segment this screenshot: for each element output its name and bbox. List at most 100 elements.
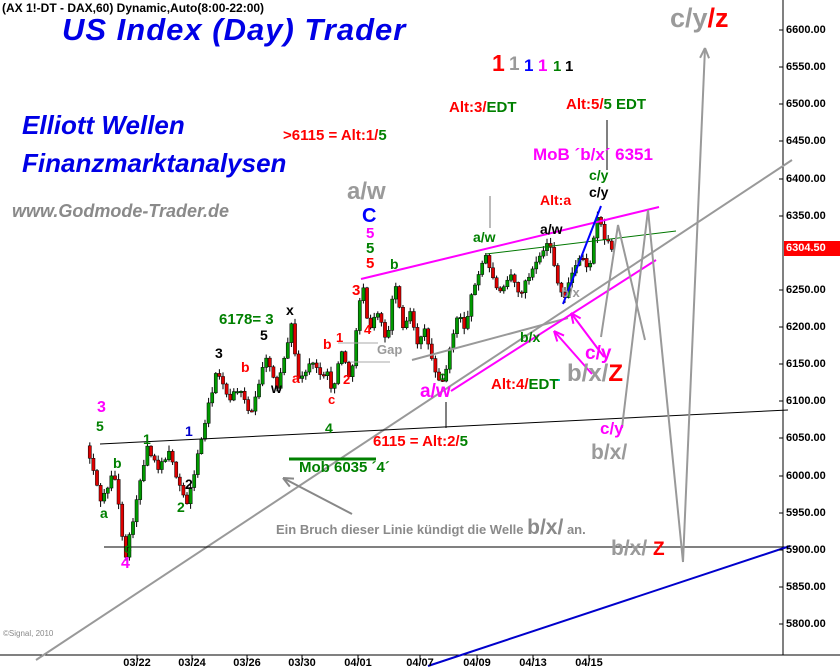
candlestick [462,317,467,329]
arrow-head [553,330,559,342]
candlestick [120,503,125,537]
candlestick [87,445,92,459]
alt5-edt-text: 5 EDT [603,96,647,113]
candlestick [354,330,359,367]
wave-5-green-left-text: 5 [96,418,104,434]
candlestick [372,316,377,329]
candlestick [293,323,297,355]
candlestick [246,399,251,411]
candlestick [347,362,351,377]
candlestick [530,268,535,278]
wave-b-red-1: b [241,360,250,374]
price-tick-label: 6050.00 [786,432,826,444]
wave-1-red-sm: 1 [336,331,343,344]
level-6178-text: 6178= 3 [219,311,274,328]
candlestick [231,391,236,401]
candlestick [404,320,409,328]
wave-1-magenta-text: 1 [538,56,548,75]
price-tick-label: 6150.00 [786,358,826,370]
wave-5-magenta-text: 5 [366,225,375,242]
candlestick [548,243,553,248]
watermark-elliott-line2: Finanzmarktanalysen [22,148,287,178]
candlestick [145,445,150,466]
candlestick [188,487,193,505]
cy-black-text: c/y [589,184,609,200]
price-tick-label: 6400.00 [786,173,826,185]
date-tick-label: 03/24 [178,657,206,669]
candlestick [199,438,204,455]
wave-1-green-left: 1 [143,432,151,446]
candlestick [271,366,276,378]
price-tick-label: 6200.00 [786,321,826,333]
aw-magenta-mid: a/w [420,382,451,401]
bxz-bottom-text: Z [653,539,665,560]
candlestick [257,383,261,398]
candlestick [512,274,517,283]
price-tick-label: 5950.00 [786,507,826,519]
candlestick [98,485,103,502]
candlestick [267,357,272,368]
cy-magenta-low: c/y [600,420,624,437]
candlestick [307,363,312,373]
candlestick [350,365,355,377]
wave-C-blue: C [362,206,376,226]
wave-a-red: a [292,371,300,385]
alt4-edt-text: EDT [528,376,559,393]
candlestick [275,377,279,389]
candlestick [469,294,474,317]
wave-5-red-text: 5 [366,255,375,272]
arrow-head [553,330,565,337]
wave-1-red-sm-text: 1 [336,330,344,345]
aw-magenta-mid-text: a/w [420,381,451,402]
date-tick-label: 04/15 [575,657,603,669]
candlestick [555,265,560,284]
break-note-text: Ein Bruch dieser Linie kündigt die Welle [276,522,528,537]
wave-3-red-text: 3 [352,282,361,299]
price-tick-label: 6100.00 [786,395,826,407]
wave-1-black: 1 [565,59,573,74]
break-note: Ein Bruch dieser Linie kündigt die Welle… [276,517,586,538]
candlestick [134,499,139,523]
candlestick [131,521,135,535]
candlestick [296,353,301,379]
candlestick [278,372,283,389]
candlestick [444,368,449,382]
bx-green-text: b/x [520,329,541,345]
bx-green: b/x [520,330,540,344]
last-price-badge: 6304.50 [784,241,840,256]
candlestick [541,250,546,257]
mob-6035: Mob 6035 ´4´ [299,460,390,475]
wave-2-green-left-text: 2 [177,499,185,515]
candlestick [303,371,308,377]
wave-4-green-text: 4 [325,420,333,436]
candlestick [591,237,596,264]
date-tick-label: 04/13 [519,657,547,669]
candlestick [210,392,215,404]
bxz-mid-text: b/x/ [567,360,609,387]
wave-5-magenta: 5 [366,226,374,241]
candlestick [339,351,344,364]
page-title: US Index (Day) Trader [62,12,407,47]
candlestick [228,393,233,401]
esignal-credit: ©Signal, 2010 [3,629,54,638]
candlestick [365,287,369,319]
cy-magenta-low-text: c/y [600,419,624,438]
candlestick [559,282,564,293]
candlestick [181,485,186,496]
pointer-arrow [570,312,605,358]
wave-3-magenta-left: 3 [97,400,106,416]
candlestick [465,316,470,329]
wave-w-black-text: w [271,380,282,396]
wave-b-green-text: b [390,256,399,272]
candlestick [473,284,477,295]
candlestick [498,287,503,292]
price-tick-label: 6450.00 [786,135,826,147]
wave-3-black: 3 [215,346,223,360]
candlestick [141,465,146,481]
candlestick [149,445,153,457]
wave-b-red-2-text: b [323,336,332,352]
wave-1-blue-left-text: 1 [185,423,193,439]
cy-magenta-mid: c/y [585,344,611,363]
